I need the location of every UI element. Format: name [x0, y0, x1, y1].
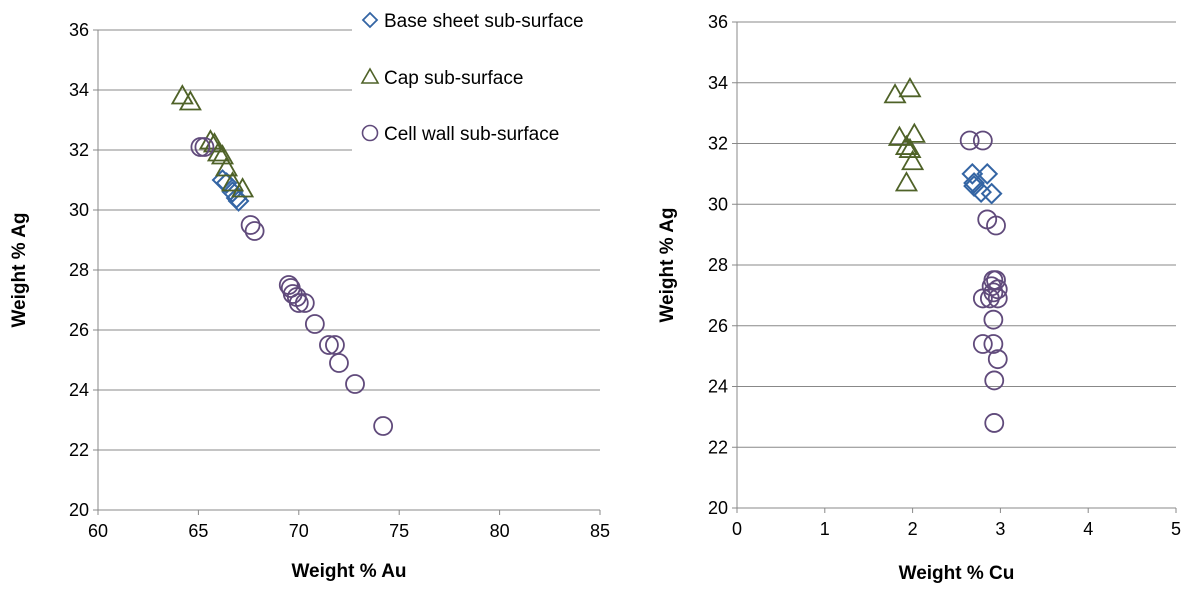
data-point-circle	[972, 288, 993, 309]
series-triangle	[170, 84, 255, 198]
data-point-circle	[987, 288, 1008, 309]
y-tick-label: 30	[69, 200, 89, 220]
data-point-diamond	[961, 162, 984, 185]
x-tick-label: 75	[389, 521, 409, 541]
x-tick-label: 65	[188, 521, 208, 541]
data-point-circle	[304, 314, 325, 334]
data-point-diamond	[963, 172, 985, 194]
legend: Base sheet sub-surface Cap sub-surface Cel…	[352, 0, 632, 175]
data-point-circle	[345, 374, 365, 394]
data-point-triangle	[901, 149, 925, 171]
data-point-circle	[986, 215, 1006, 236]
data-point-diamond	[227, 190, 250, 212]
y-tick-label: 36	[708, 12, 728, 32]
data-point-triangle	[178, 90, 202, 111]
x-tick-label: 60	[88, 521, 108, 541]
data-point-circle	[987, 349, 1008, 370]
data-point-circle	[983, 334, 1004, 354]
data-point-circle	[979, 288, 1000, 309]
x-tick-label: 0	[732, 519, 742, 539]
y-tick-label: 30	[708, 194, 728, 214]
y-tick-label: 22	[708, 437, 728, 457]
scatter-plot-1: 20 22 24 26 28 30 32 34 36 60 65 70 75 80 85 Weight % A…	[9, 0, 632, 582]
data-point-circle	[373, 416, 394, 436]
y-tick-label: 24	[69, 380, 89, 400]
y-tick-label: 32	[708, 134, 728, 154]
data-point-triangle	[231, 177, 255, 198]
y-tick-label: 20	[708, 498, 728, 518]
legend-item: Cell wall sub-surface	[361, 124, 559, 145]
data-point-triangle	[883, 83, 907, 104]
y-tick-label: 34	[69, 80, 89, 100]
x-tick-label: 4	[1083, 519, 1093, 539]
data-point-circle	[288, 293, 309, 313]
data-point-circle	[319, 335, 339, 355]
legend-label: Cap sub-surface	[384, 68, 523, 89]
y-tick-label: 32	[69, 140, 89, 160]
data-point-triangle	[894, 134, 919, 155]
y-tick-label: 34	[708, 73, 728, 93]
data-point-circle	[972, 130, 993, 151]
data-point-triangle	[170, 84, 194, 105]
x-tick-label: 80	[490, 521, 510, 541]
legend-label: Base sheet sub-surface	[384, 11, 584, 32]
y-axis-title: Weight % Ag	[657, 207, 678, 322]
legend-item: Cap sub-surface	[360, 67, 523, 89]
data-point-circle	[194, 137, 215, 157]
x-axis-title: Weight % Cu	[899, 563, 1015, 584]
data-point-circle	[983, 309, 1004, 330]
data-point-circle	[244, 221, 265, 241]
series-triangle	[883, 77, 926, 192]
y-tick-label: 28	[708, 255, 728, 275]
data-point-circle	[972, 334, 993, 354]
y-tick-label: 20	[69, 500, 89, 520]
data-point-circle	[240, 215, 261, 235]
data-point-triangle	[894, 171, 919, 192]
y-tick-label: 26	[708, 316, 728, 336]
y-tick-label: 26	[69, 320, 89, 340]
data-point-triangle	[887, 125, 911, 146]
data-point-circle	[294, 293, 315, 313]
x-tick-label: 85	[590, 521, 610, 541]
x-tick-label: 70	[289, 521, 309, 541]
series-circle	[190, 137, 394, 436]
legend-item: Base sheet sub-surface	[361, 11, 584, 32]
y-tick-label: 24	[708, 377, 728, 397]
data-point-diamond	[980, 182, 1003, 205]
data-point-circle	[959, 130, 980, 151]
data-point-triangle	[206, 141, 231, 162]
x-tick-label: 2	[908, 519, 918, 539]
data-point-triangle	[902, 122, 926, 143]
y-tick-label: 36	[69, 20, 89, 40]
data-point-diamond	[976, 162, 999, 185]
data-point-triangle	[220, 171, 245, 192]
legend-marker-triangle	[360, 67, 380, 84]
y-tick-label: 22	[69, 440, 89, 460]
legend-marker-diamond	[361, 11, 379, 29]
series-diamond	[961, 162, 1003, 205]
data-point-circle	[984, 370, 1005, 391]
data-point-circle	[984, 413, 1005, 433]
legend-label: Cell wall sub-surface	[384, 124, 559, 145]
x-tick-label: 5	[1171, 519, 1181, 539]
data-point-diamond	[221, 181, 244, 203]
x-tick-label: 1	[820, 519, 830, 539]
x-axis-title: Weight % Au	[291, 561, 406, 582]
data-point-diamond	[215, 172, 238, 194]
legend-background	[352, 0, 632, 175]
data-point-circle	[329, 353, 349, 373]
data-point-triangle	[214, 156, 239, 177]
legend-marker-circle	[361, 124, 379, 142]
y-tick-label: 28	[69, 260, 89, 280]
x-tick-label: 3	[995, 519, 1005, 539]
y-axis-title: Weight % Ag	[9, 212, 30, 327]
series-circle	[959, 130, 1008, 433]
data-point-triangle	[898, 77, 922, 98]
